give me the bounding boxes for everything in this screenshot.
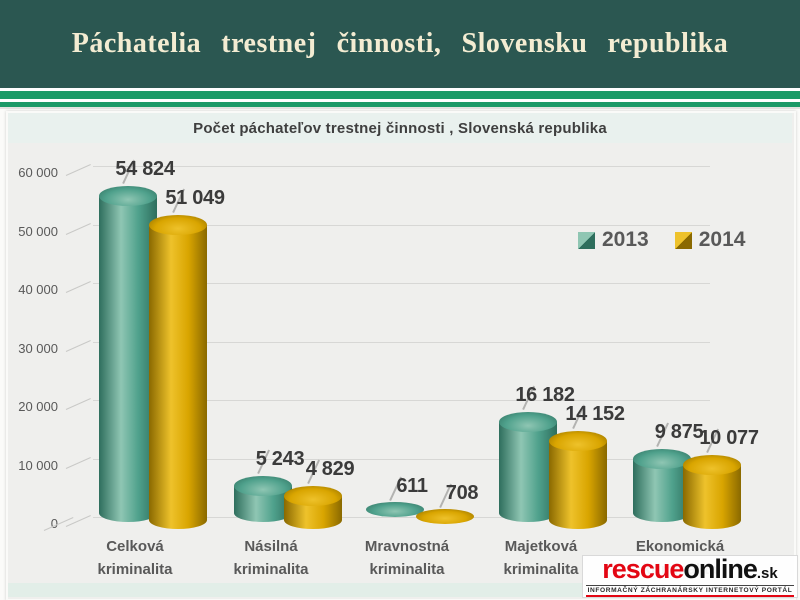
legend-label: 2013 [602, 228, 649, 251]
logo-tld: .sk [756, 565, 778, 582]
chart-panel [6, 111, 796, 600]
logo-tagline: INFORMAČNÝ ZÁCHRANÁRSKY INTERNETOVÝ PORT… [585, 585, 795, 597]
logo-word-online: online [683, 554, 757, 584]
legend-item-2013: 2013 [578, 228, 649, 252]
decorative-stripes [0, 88, 800, 109]
legend-item-2014: 2014 [674, 228, 746, 252]
legend-label: 2014 [698, 228, 746, 251]
logo-word-rescue: rescue [602, 554, 684, 584]
chart-legend: 2013 2014 [578, 228, 745, 252]
legend-marker-2013 [578, 231, 595, 249]
slide-header: Páchatelia trestnej činnosti, Slovensku … [0, 0, 800, 88]
stripe-green-2 [0, 102, 800, 107]
stripe-shadow [0, 107, 800, 109]
stripe-white-1 [0, 88, 800, 91]
stripe-green-1 [0, 91, 800, 99]
stripe-white-2 [0, 99, 800, 102]
legend-marker-2014 [674, 231, 692, 249]
logo-wordmark: rescueonline.sk [602, 556, 777, 583]
slide-title: Páchatelia trestnej činnosti, Slovensku … [71, 28, 729, 59]
rescueonline-logo: rescueonline.sk INFORMAČNÝ ZÁCHRANÁRSKY … [582, 555, 798, 598]
chart-title: Počet páchateľov trestnej činnosti , Slo… [8, 113, 792, 143]
